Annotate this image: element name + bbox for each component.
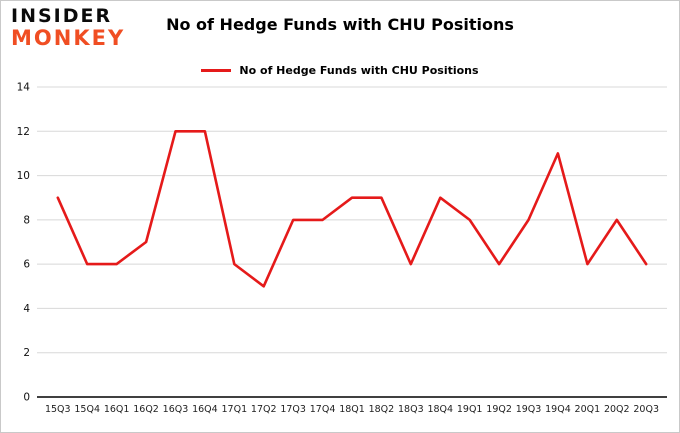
- x-tick-label: 15Q3: [45, 404, 71, 415]
- insider-monkey-logo: INSIDER MONKEY: [11, 5, 126, 50]
- x-tick-label: 16Q3: [163, 404, 189, 415]
- legend-line-swatch: [201, 68, 232, 72]
- chart-header: INSIDER MONKEY No of Hedge Funds with CH…: [1, 1, 679, 59]
- x-tick-label: 16Q2: [133, 404, 159, 415]
- x-tick-label: 18Q2: [369, 404, 395, 415]
- y-tick-label: 2: [23, 347, 30, 359]
- legend-label: No of Hedge Funds with CHU Positions: [239, 63, 479, 77]
- logo-text-insider: INSIDER: [11, 5, 113, 27]
- x-tick-label: 17Q1: [222, 404, 248, 415]
- chart-legend: No of Hedge Funds with CHU Positions: [1, 61, 679, 79]
- x-tick-label: 19Q2: [486, 404, 512, 415]
- x-tick-label: 20Q2: [604, 404, 630, 415]
- x-tick-label: 16Q4: [192, 404, 218, 415]
- y-tick-label: 14: [17, 82, 31, 94]
- x-tick-label: 17Q4: [310, 404, 336, 415]
- x-tick-label: 15Q4: [74, 404, 100, 415]
- y-tick-label: 4: [23, 303, 30, 315]
- y-tick-label: 6: [23, 259, 30, 271]
- x-tick-label: 19Q1: [457, 404, 483, 415]
- chart-title: No of Hedge Funds with CHU Positions: [166, 15, 514, 34]
- x-tick-label: 17Q2: [251, 404, 277, 415]
- logo-text-monkey: MONKEY: [11, 25, 126, 50]
- series-line: [56, 129, 648, 288]
- x-tick-label: 20Q3: [633, 404, 659, 415]
- y-tick-label: 10: [17, 170, 30, 182]
- x-tick-label: 19Q3: [516, 404, 542, 415]
- y-tick-label: 12: [17, 126, 30, 138]
- x-tick-label: 17Q3: [280, 404, 306, 415]
- x-tick-label: 18Q3: [398, 404, 424, 415]
- x-tick-label: 18Q4: [427, 404, 453, 415]
- x-tick-label: 18Q1: [339, 404, 365, 415]
- y-tick-label: 0: [23, 392, 30, 404]
- x-tick-label: 19Q4: [545, 404, 571, 415]
- y-tick-label: 8: [23, 214, 30, 226]
- x-tick-label: 16Q1: [104, 404, 130, 415]
- x-tick-label: 20Q1: [575, 404, 601, 415]
